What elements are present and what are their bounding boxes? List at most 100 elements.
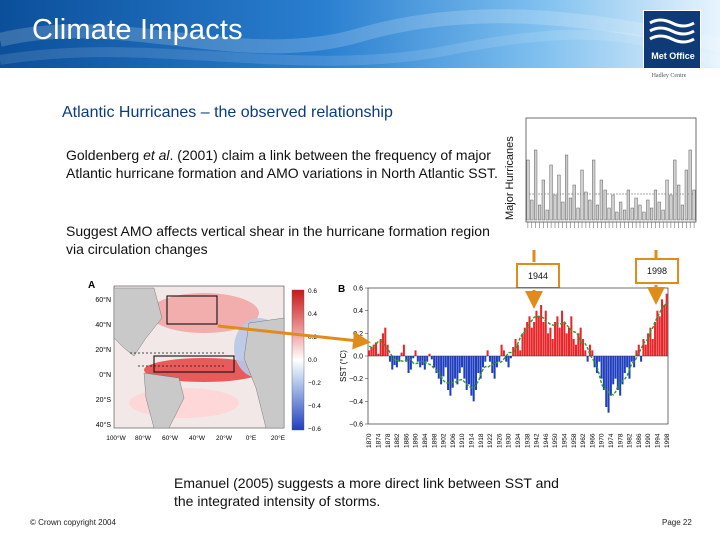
org-label: Hadley Centre	[651, 73, 687, 79]
sst-xtick-label: 1882	[394, 433, 401, 448]
hurricane-bar	[649, 207, 654, 221]
hurricane-bar	[630, 207, 634, 221]
sst-bar	[607, 356, 610, 413]
sst-bar	[623, 356, 626, 373]
sst-bar	[428, 353, 431, 356]
sst-bar	[479, 356, 482, 379]
sst-bar	[554, 322, 557, 356]
hurricane-bar	[619, 201, 623, 221]
sst-bar	[609, 356, 612, 396]
sst-xtick-label: 1998	[664, 433, 671, 448]
sst-bar	[447, 356, 450, 390]
sst-bar	[472, 356, 475, 402]
hurricane-bar	[553, 194, 557, 221]
sst-bar	[619, 356, 622, 396]
colorbar-tick: 0.2	[308, 334, 317, 341]
hurricane-bar	[576, 207, 580, 221]
sst-bar	[416, 356, 419, 362]
sst-bar	[598, 356, 601, 362]
lowpass-line	[368, 303, 668, 396]
sst-xtick-label: 1910	[459, 433, 466, 448]
sst-bar	[612, 356, 615, 385]
sst-bar	[616, 356, 619, 390]
sst-bar	[640, 356, 643, 362]
sst-xtick-label: 1938	[524, 433, 531, 448]
sst-xtick-label: 1874	[376, 433, 383, 448]
sst-bar	[544, 310, 547, 356]
sst-bar	[528, 316, 531, 356]
met-office-logo: Met Office	[643, 10, 701, 68]
sst-bar	[537, 316, 540, 356]
sst-xtick-label: 1982	[627, 433, 634, 448]
sst-bar	[458, 356, 461, 373]
sst-bar	[637, 344, 640, 356]
sst-xtick-label: 1994	[655, 433, 662, 448]
hurricane-bar	[642, 211, 646, 221]
sst-ytick-label: 0.4	[353, 308, 363, 315]
sst-ytick-label: −0.4	[349, 399, 363, 406]
sst-xtick-label: 1978	[617, 433, 624, 448]
sst-bar	[535, 310, 538, 356]
sst-xtick-label: 1986	[636, 433, 643, 448]
sst-bar	[400, 352, 403, 356]
sst-bar	[395, 356, 398, 368]
sst-bar	[551, 339, 554, 356]
sst-bar	[521, 333, 524, 356]
hurricane-bar	[603, 189, 607, 221]
sst-bar	[493, 356, 496, 379]
sst-bar	[374, 342, 378, 356]
sst-xtick-label: 1934	[515, 433, 522, 448]
sst-xtick-label: 1894	[422, 433, 429, 448]
hurricane-bar	[677, 184, 681, 221]
sst-bar	[542, 322, 545, 356]
hurricane-bar	[673, 159, 677, 221]
sst-xtick-label: 1954	[562, 433, 569, 448]
sst-bar	[540, 305, 543, 356]
sst-bar	[595, 356, 598, 373]
hurricane-bar	[646, 199, 650, 221]
sst-bar	[621, 356, 624, 385]
sst-bar	[368, 350, 371, 356]
sst-xtick-label: 1918	[478, 433, 485, 448]
sst-bar	[663, 305, 666, 356]
sst-bar	[384, 327, 387, 356]
hurricane-bar	[692, 189, 696, 221]
sst-bar	[393, 356, 396, 366]
sst-bar	[502, 350, 505, 356]
sst-bar	[484, 356, 487, 362]
sst-xtick-label: 1898	[431, 433, 438, 448]
sst-bar	[477, 356, 480, 373]
sst-bar	[561, 310, 564, 356]
sst-bar	[656, 310, 659, 356]
map-box-north	[166, 295, 218, 325]
hurricane-bar	[653, 189, 658, 221]
sst-ylabel: SST (°C)	[339, 350, 348, 382]
colorbar-tick: 0.0	[308, 357, 317, 364]
hurricane-frequency-chart	[525, 117, 697, 228]
hurricane-bar	[538, 204, 542, 221]
sst-bar	[523, 327, 526, 356]
page-title: Climate Impacts	[32, 14, 243, 46]
sst-bar	[572, 339, 575, 356]
map-south-america	[143, 372, 185, 429]
sst-bar	[581, 339, 584, 356]
sst-bar	[461, 356, 464, 368]
sst-bar	[421, 356, 424, 366]
logo-text: Met Office	[651, 51, 695, 61]
hurricane-bar	[622, 209, 627, 221]
sst-bar	[386, 344, 389, 356]
hurricane-bar	[634, 197, 638, 221]
sst-bar	[500, 344, 503, 356]
sst-bar	[558, 327, 561, 356]
colorbar-tick: −0.4	[308, 403, 321, 410]
map-lon-label: 0°E	[246, 434, 257, 442]
hurricane-bar	[565, 154, 569, 221]
map-lat-label: 40°N	[95, 321, 111, 329]
sst-xtick-label: 1966	[589, 433, 596, 448]
sst-bar	[486, 350, 489, 356]
sst-bar	[370, 346, 373, 356]
hurricane-bar	[615, 211, 619, 221]
sst-bar	[377, 353, 380, 356]
hurricane-bar	[572, 184, 576, 221]
sst-bar	[574, 344, 578, 356]
